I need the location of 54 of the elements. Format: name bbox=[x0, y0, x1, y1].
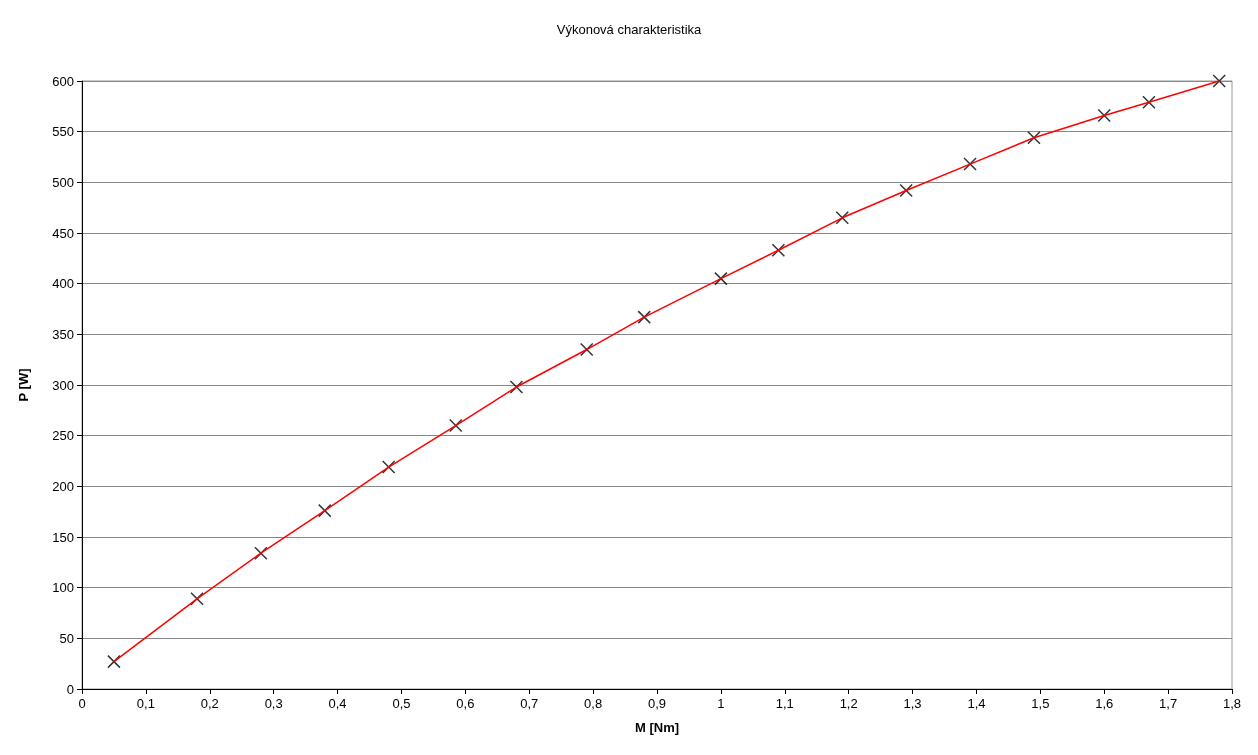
x-tick-label: 0,6 bbox=[456, 696, 475, 711]
x-tick-label: 1,7 bbox=[1159, 696, 1178, 711]
x-tick-label: 1,4 bbox=[967, 696, 986, 711]
point bbox=[190, 592, 204, 606]
point bbox=[637, 310, 651, 324]
x-tick-label: 0,8 bbox=[584, 696, 603, 711]
y-tick-label: 250 bbox=[52, 428, 74, 444]
point bbox=[254, 546, 268, 560]
line-series bbox=[113, 80, 1220, 663]
y-tick-label: 350 bbox=[52, 326, 74, 342]
point bbox=[318, 503, 332, 518]
y-tick-label: 100 bbox=[52, 580, 74, 596]
x-tick-label: 1,8 bbox=[1222, 696, 1242, 711]
point bbox=[899, 183, 913, 198]
y-tick-label: 550 bbox=[52, 124, 74, 140]
point bbox=[509, 380, 524, 394]
y-tick-label: 400 bbox=[52, 276, 74, 292]
y-axis-title: P [W] bbox=[16, 368, 31, 402]
x-tick-label: 0,2 bbox=[200, 696, 219, 711]
x-tick-label: 1,2 bbox=[839, 696, 858, 711]
y-tick-label: 200 bbox=[52, 478, 74, 494]
x-tick-label: 0,4 bbox=[328, 696, 347, 711]
chart-title: Výkonová charakteristika bbox=[556, 22, 703, 37]
x-tick-label: 1,5 bbox=[1031, 696, 1050, 711]
x-tick-label: 1 bbox=[717, 696, 725, 711]
y-tick-label: 300 bbox=[52, 377, 74, 393]
point bbox=[1027, 131, 1041, 145]
x-tick-label: 0,3 bbox=[264, 696, 283, 711]
point bbox=[771, 243, 786, 257]
point bbox=[1212, 74, 1226, 88]
x-tick-label: 0 bbox=[78, 696, 86, 711]
x-tick-label: 0,7 bbox=[520, 696, 539, 711]
x-tick-label: 0,9 bbox=[647, 696, 667, 711]
y-tick-label: 450 bbox=[52, 225, 74, 241]
y-tick-label: 50 bbox=[59, 630, 74, 646]
x-tick-label: 1,3 bbox=[903, 696, 922, 711]
x-tick-label: 1,6 bbox=[1095, 696, 1114, 711]
y-tick-label: 0 bbox=[66, 681, 74, 697]
x-tick-label: 1,1 bbox=[775, 696, 794, 711]
point bbox=[1142, 95, 1156, 110]
point bbox=[449, 418, 463, 433]
y-tick-label: 600 bbox=[52, 73, 74, 89]
point bbox=[1097, 108, 1111, 123]
y-tick-label: 500 bbox=[52, 174, 74, 190]
y-tick-label: 150 bbox=[52, 529, 74, 545]
point bbox=[107, 654, 121, 669]
x-axis-title: M [Nm] bbox=[634, 720, 680, 735]
point bbox=[963, 157, 977, 171]
point bbox=[579, 342, 594, 357]
point bbox=[381, 460, 396, 474]
x-tick-label: 0,5 bbox=[392, 696, 411, 711]
x-tick-label: 0,1 bbox=[136, 696, 155, 711]
point bbox=[714, 271, 728, 286]
point bbox=[835, 211, 850, 225]
